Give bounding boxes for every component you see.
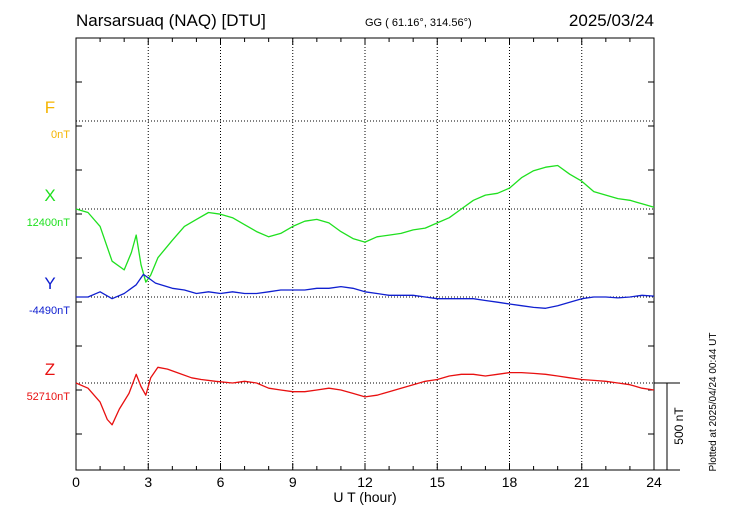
scale-bar: 500 nT [654,382,686,471]
series-name-x: X [44,186,55,205]
scale-bar-label: 500 nT [672,407,686,445]
series-line-y [76,273,655,309]
series-labels: F 0nT X 12400nT Y -4490nT Z 52710nT [27,98,71,403]
station-title: Narsarsuaq (NAQ) [DTU] [76,11,266,30]
series-baseline-z: 52710nT [27,391,71,403]
x-tick-label: 0 [72,474,80,490]
station-coordinates: GG ( 61.16°, 314.56°) [365,17,472,29]
plotted-note: Plotted at 2025/04/24 00:44 UT [708,333,719,472]
series-baseline-f: 0nT [51,129,70,141]
x-tick-label: 18 [502,474,518,490]
grid [76,38,654,470]
x-tick-label: 21 [574,474,590,490]
series-name-z: Z [45,360,55,379]
axis-ticks: 0 3 6 9 12 15 18 21 24 [72,38,662,490]
series-name-f: F [45,98,55,117]
x-tick-label: 24 [646,474,662,490]
x-tick-label: 6 [217,474,225,490]
series-baseline-x: 12400nT [27,217,71,229]
series-name-y: Y [44,274,55,293]
x-tick-label: 12 [357,474,373,490]
x-tick-label: 3 [144,474,152,490]
x-tick-label: 9 [289,474,297,490]
x-axis-label: U T (hour) [333,489,396,505]
series-baseline-y: -4490nT [29,305,70,317]
x-tick-label: 15 [429,474,445,490]
traces [75,164,655,426]
series-line-z [75,366,655,426]
date-label: 2025/03/24 [569,11,654,30]
